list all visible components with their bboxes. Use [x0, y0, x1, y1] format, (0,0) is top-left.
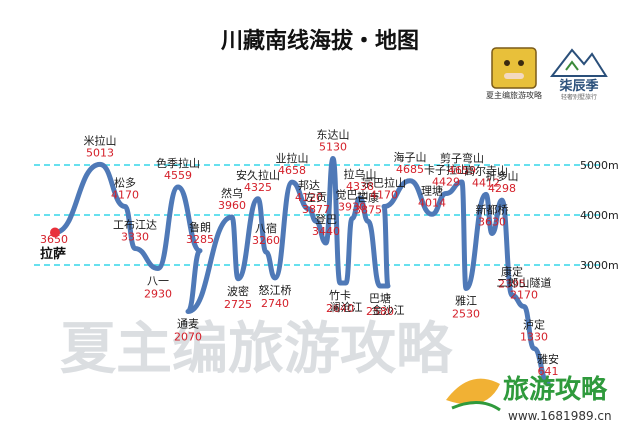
point-name-label: 鲁朗: [189, 220, 211, 234]
point-name-label: 宗巴拉山: [362, 176, 406, 190]
elevation-label: 3875: [354, 203, 382, 216]
elevation-label: 2930: [144, 288, 172, 301]
point-name-label: 海子山: [394, 150, 427, 164]
logo-right-caption: 轻奢别墅旅行: [561, 93, 597, 101]
elevation-label: 3650: [40, 233, 68, 246]
reference-line-label: 5000m: [580, 159, 619, 172]
logo-right-name: 柒辰季: [558, 78, 598, 94]
elevation-label: 2070: [174, 331, 202, 344]
elevation-label: 4014: [418, 196, 446, 209]
point-labels: 3650米拉山5013松多4170工布江达3330八一2930色季拉山4559鲁…: [40, 129, 559, 378]
elevation-label: 4298: [488, 182, 516, 195]
elevation-label: 5130: [319, 141, 347, 154]
point-name-label: 新都桥: [476, 203, 509, 217]
point-name-label: 工布江达: [113, 219, 157, 232]
point-name-label: 竹卡: [329, 288, 351, 302]
start-label: 拉萨: [40, 246, 66, 262]
elevation-label: 2580: [366, 305, 394, 318]
elevation-label: 5013: [86, 146, 114, 159]
point-name-label: 折多山: [486, 169, 519, 183]
elevation-label: 4659: [448, 164, 476, 177]
elevation-label: 2725: [224, 298, 252, 311]
point-name-label: 卡子拉山: [424, 163, 468, 177]
elevation-label: 4170: [111, 189, 139, 202]
elevation-label: 3960: [218, 199, 246, 212]
logo-left-caption: 夏主编旅游攻略: [486, 90, 542, 100]
point-name-label: 雅江: [455, 294, 477, 308]
elevation-label: 3260: [252, 234, 280, 247]
elevation-label: 4170: [370, 189, 398, 202]
point-name-label: 二郎山隧道: [497, 276, 552, 290]
point-name-label: 剪子弯山: [440, 151, 484, 165]
elevation-label: 3930: [338, 201, 366, 214]
elevation-label: 4658: [278, 164, 306, 177]
point-name-label: 邦达: [298, 179, 320, 192]
reference-line-label: 4000m: [580, 209, 619, 222]
point-name-label: 芒康: [357, 190, 379, 204]
point-name-label: 米拉山: [84, 133, 117, 147]
point-name-label: 金沙江: [372, 303, 405, 317]
point-name-label: 安久拉山: [236, 168, 280, 182]
brand-logo-right: 柒辰季 轻奢别墅旅行: [549, 48, 608, 101]
point-name-label: 八一: [147, 275, 169, 288]
elevation-label: 2740: [261, 297, 289, 310]
point-name-label: 怒江桥: [259, 283, 292, 297]
elevation-label: 641: [538, 365, 559, 378]
watermark-text: 夏主编旅游攻略: [60, 317, 453, 382]
elevation-label: 4120: [295, 191, 323, 204]
elevation-label: 1330: [520, 331, 548, 344]
elevation-label: 2170: [510, 289, 538, 302]
elevation-label: 4412: [472, 176, 500, 189]
cow-badge-icon: [491, 47, 537, 89]
point-name-label: 康定: [501, 264, 523, 278]
brand-watermark-text: 旅游攻略: [503, 374, 608, 405]
elevation-label: 3630: [478, 216, 506, 229]
point-name-label: 左贡: [305, 191, 327, 204]
point-name-label: 登巴: [315, 212, 337, 226]
elevation-label: 4559: [164, 169, 192, 182]
brand-watermark-site: www.1681989.cn: [508, 409, 612, 423]
elevation-label: 2640: [326, 302, 354, 315]
point-name-label: 觉巴山: [336, 189, 369, 202]
elevation-label: 4338: [346, 180, 374, 193]
point-name-label: 然乌: [221, 186, 243, 200]
elevation-profile-line: [52, 156, 551, 386]
point-name-label: 波密: [227, 284, 249, 298]
point-name-label: 巴塘: [369, 291, 391, 305]
elevation-label: 2530: [452, 308, 480, 321]
elevation-label: 3330: [121, 231, 149, 244]
brand-logo-left: 夏主编旅游攻略: [486, 47, 542, 100]
point-name-label: 色季拉山: [156, 156, 200, 170]
point-name-label: 东达山: [317, 129, 350, 142]
point-name-label: 泸定: [523, 318, 545, 332]
point-name-label: 业拉山: [276, 151, 309, 165]
point-name-label: 雅安: [537, 352, 559, 366]
point-name-label: 澜沧江: [330, 300, 363, 314]
reference-line-label: 3000m: [580, 259, 619, 272]
point-name-label: 理塘: [421, 183, 443, 197]
point-name-label: 松多: [114, 176, 136, 190]
elevation-label: 3877: [302, 203, 330, 216]
elevation-label: 4685: [396, 163, 424, 176]
start-point-marker: [50, 227, 60, 238]
elevation-label: 3285: [186, 233, 214, 246]
point-name-label: 八宿: [255, 221, 277, 235]
elevation-label: 3440: [312, 225, 340, 238]
chart-title: 川藏南线海拔・地图: [220, 28, 419, 54]
point-name-label: 拉乌山: [344, 167, 377, 181]
point-name-label: 高尔寺山: [464, 163, 508, 177]
elevation-label: 2395: [498, 277, 526, 290]
point-name-label: 通麦: [177, 318, 199, 331]
leaf-icon: [446, 378, 500, 405]
brand-watermark: 旅游攻略 www.1681989.cn: [446, 374, 612, 423]
elevation-label: 4429: [432, 176, 460, 189]
mountain-logo-icon: [549, 48, 608, 77]
elevation-label: 4325: [244, 181, 272, 194]
